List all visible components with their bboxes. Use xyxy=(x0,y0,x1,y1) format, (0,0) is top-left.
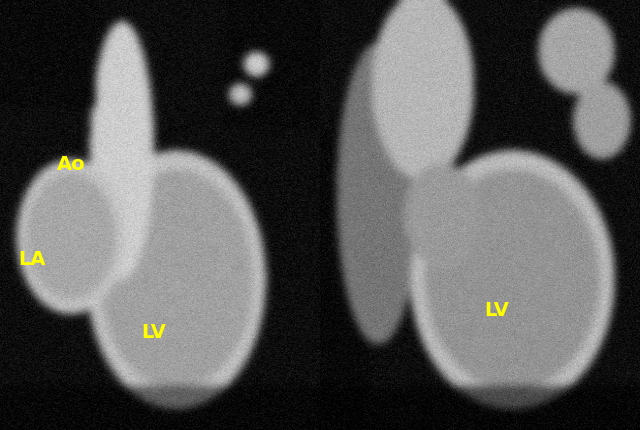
Text: LA: LA xyxy=(19,249,46,268)
Text: LV: LV xyxy=(141,322,166,341)
Text: Ao: Ao xyxy=(56,154,85,173)
Text: LV: LV xyxy=(484,301,509,319)
